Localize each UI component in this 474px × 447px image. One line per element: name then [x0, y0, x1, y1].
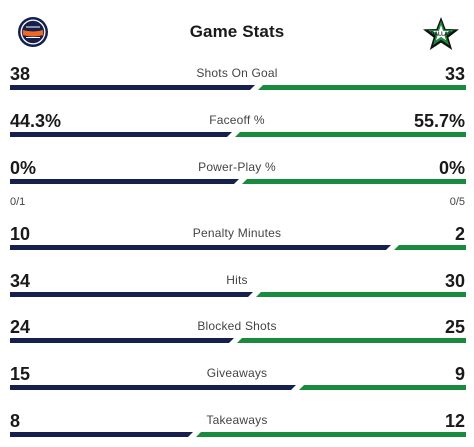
home-stat-value: 0% — [10, 158, 37, 178]
away-stat-value: 9 — [454, 364, 465, 384]
home-stat-value: 44.3% — [10, 111, 62, 131]
home-share-bar — [10, 132, 232, 137]
header: Game Stats DALLAS — [0, 14, 474, 52]
away-stat-value: 0% — [438, 158, 465, 178]
stat-comparison-bar — [10, 85, 466, 90]
away-share-bar — [235, 132, 466, 137]
home-share-bar — [10, 432, 193, 437]
home-power-play-record: 0/1 — [10, 196, 26, 208]
home-share-bar — [10, 292, 253, 297]
stat-row-takeaways: 8 Takeaways 12 — [0, 411, 474, 441]
stat-row-blocked-shots: 24 Blocked Shots 25 — [0, 317, 474, 347]
stat-row-penalty-minutes: 10 Penalty Minutes 2 — [0, 224, 474, 254]
home-stat-value: 34 — [10, 271, 31, 291]
away-share-bar — [237, 338, 466, 343]
away-stat-value: 30 — [444, 271, 465, 291]
home-share-bar — [10, 85, 255, 90]
stars-logo-icon: DALLAS — [423, 17, 459, 50]
home-stat-value: 24 — [10, 317, 31, 337]
home-share-bar — [10, 245, 391, 250]
home-stat-value: 38 — [10, 64, 31, 84]
away-power-play-record: 0/5 — [449, 196, 465, 208]
stat-comparison-bar — [10, 245, 466, 250]
stat-row-giveaways: 15 Giveaways 9 — [0, 364, 474, 394]
away-stat-value: 2 — [454, 224, 465, 244]
stat-comparison-bar — [10, 179, 466, 184]
stat-label: Blocked Shots — [197, 319, 277, 333]
stat-row-shots-on-goal: 38 Shots On Goal 33 — [0, 64, 474, 94]
svg-text:DALLAS: DALLAS — [430, 32, 452, 38]
stat-row-hits: 34 Hits 30 — [0, 271, 474, 301]
away-stat-value: 25 — [444, 317, 465, 337]
stat-label: Takeaways — [206, 413, 268, 427]
home-share-bar — [10, 385, 296, 390]
stat-label: Penalty Minutes — [192, 226, 282, 240]
away-stat-value: 12 — [444, 411, 465, 431]
away-share-bar — [196, 432, 466, 437]
stat-row-power-play: 0% Power-Play % 0% 0/1 0/5 — [0, 158, 474, 208]
home-stat-value: 15 — [10, 364, 31, 384]
away-share-bar — [256, 292, 466, 297]
stat-label: Giveaways — [206, 366, 268, 380]
stat-comparison-bar — [10, 385, 466, 390]
away-share-bar — [242, 179, 466, 184]
home-share-bar — [10, 338, 234, 343]
stat-comparison-bar — [10, 432, 466, 437]
away-stat-value: 55.7% — [413, 111, 465, 131]
home-share-bar — [10, 179, 239, 184]
home-stat-value: 10 — [10, 224, 31, 244]
home-stat-value: 8 — [10, 411, 21, 431]
stat-row-faceoff: 44.3% Faceoff % 55.7% — [0, 111, 474, 141]
stat-label: Shots On Goal — [196, 66, 278, 80]
stat-label: Power-Play % — [198, 160, 276, 174]
stat-label: Faceoff % — [209, 113, 265, 127]
away-share-bar — [258, 85, 466, 90]
page-title: Game Stats — [189, 22, 285, 41]
stat-comparison-bar — [10, 132, 466, 137]
stat-comparison-bar — [10, 292, 466, 297]
away-stat-value: 33 — [444, 64, 465, 84]
stat-label: Hits — [226, 273, 248, 287]
away-share-bar — [299, 385, 466, 390]
away-share-bar — [394, 245, 466, 250]
stat-comparison-bar — [10, 338, 466, 343]
oilers-logo-icon — [18, 17, 48, 47]
